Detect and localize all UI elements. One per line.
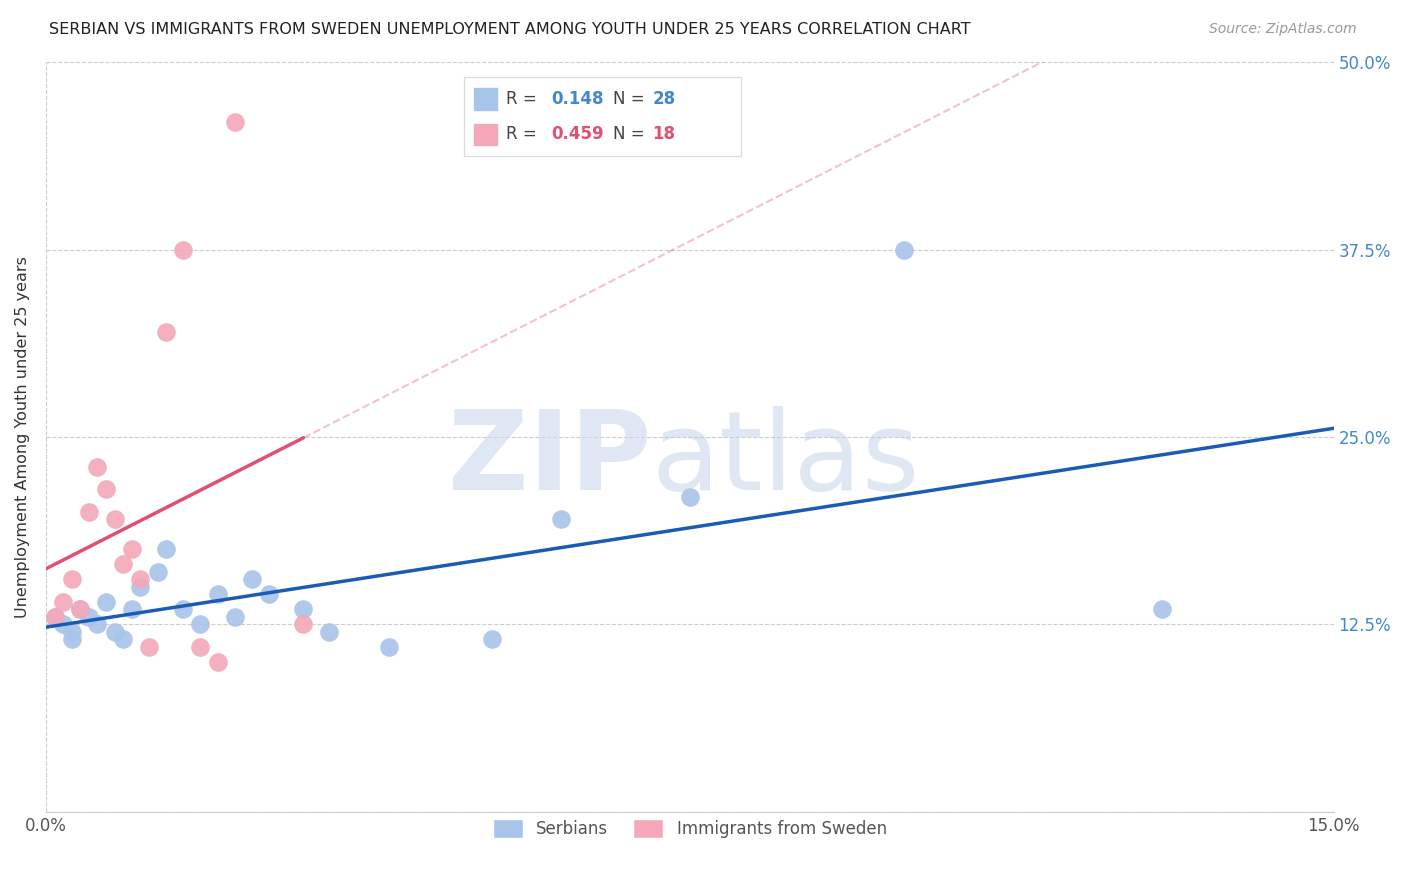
Point <box>77 505 100 519</box>
Text: atlas: atlas <box>651 406 920 513</box>
Point <box>121 602 143 616</box>
Point <box>172 243 194 257</box>
Point <box>481 632 503 647</box>
Text: SERBIAN VS IMMIGRANTS FROM SWEDEN UNEMPLOYMENT AMONG YOUTH UNDER 25 YEARS CORREL: SERBIAN VS IMMIGRANTS FROM SWEDEN UNEMPL… <box>49 22 970 37</box>
Point <box>86 617 108 632</box>
Point <box>893 243 915 257</box>
Point <box>129 573 152 587</box>
Point <box>60 624 83 639</box>
Point <box>155 325 177 339</box>
Point <box>172 602 194 616</box>
Point <box>77 610 100 624</box>
Point <box>292 602 315 616</box>
Point <box>121 542 143 557</box>
Point <box>52 617 75 632</box>
Point <box>86 460 108 475</box>
Point <box>207 655 229 669</box>
Point <box>104 624 127 639</box>
Point <box>190 617 212 632</box>
Point <box>378 640 401 654</box>
Point <box>240 573 263 587</box>
Point <box>207 587 229 601</box>
Point <box>112 632 135 647</box>
Point <box>104 512 127 526</box>
Point <box>224 610 246 624</box>
Point <box>69 602 91 616</box>
Point <box>155 542 177 557</box>
Point <box>257 587 280 601</box>
Point <box>292 617 315 632</box>
Legend: Serbians, Immigrants from Sweden: Serbians, Immigrants from Sweden <box>486 813 893 845</box>
Point <box>44 610 66 624</box>
Point <box>112 558 135 572</box>
Point <box>94 595 117 609</box>
Point <box>190 640 212 654</box>
Point <box>69 602 91 616</box>
Y-axis label: Unemployment Among Youth under 25 years: Unemployment Among Youth under 25 years <box>15 256 30 618</box>
Point <box>679 490 702 504</box>
Point <box>318 624 340 639</box>
Point <box>52 595 75 609</box>
Text: ZIP: ZIP <box>447 406 651 513</box>
Point <box>138 640 160 654</box>
Point <box>60 632 83 647</box>
Point <box>550 512 572 526</box>
Point <box>60 573 83 587</box>
Point <box>44 610 66 624</box>
Point <box>224 115 246 129</box>
Point <box>146 565 169 579</box>
Text: Source: ZipAtlas.com: Source: ZipAtlas.com <box>1209 22 1357 37</box>
Point <box>1150 602 1173 616</box>
Point <box>94 483 117 497</box>
Point <box>129 580 152 594</box>
